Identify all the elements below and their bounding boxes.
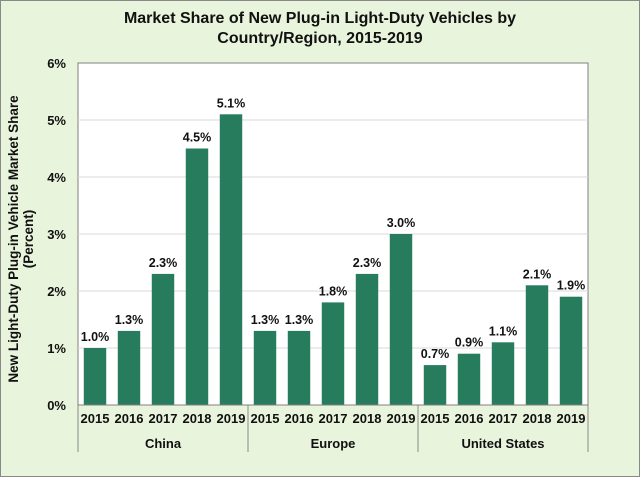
y-tick-label: 5% xyxy=(47,113,66,128)
bar xyxy=(287,330,311,405)
data-label: 4.5% xyxy=(183,131,212,145)
x-tick-label: 2019 xyxy=(217,411,246,426)
chart-title: Market Share of New Plug-in Light-Duty V… xyxy=(0,9,640,49)
bar xyxy=(253,330,277,405)
data-label: 2.3% xyxy=(353,256,382,270)
bar xyxy=(457,353,481,405)
data-label: 1.3% xyxy=(115,313,144,327)
bar xyxy=(151,273,175,405)
y-tick-label: 0% xyxy=(47,398,66,413)
group-label: United States xyxy=(461,436,544,451)
bar xyxy=(117,330,141,405)
x-tick-label: 2017 xyxy=(149,411,178,426)
data-label: 2.1% xyxy=(523,267,552,281)
x-tick-label: 2015 xyxy=(421,411,450,426)
x-tick-label: 2018 xyxy=(523,411,552,426)
bar xyxy=(83,348,107,405)
y-tick-label: 3% xyxy=(47,227,66,242)
group-label: Europe xyxy=(311,436,356,451)
bar xyxy=(491,342,515,405)
data-label: 1.3% xyxy=(285,313,314,327)
x-tick-label: 2015 xyxy=(251,411,280,426)
group-label: China xyxy=(145,436,182,451)
bar xyxy=(389,234,413,405)
bar xyxy=(559,296,583,405)
data-label: 1.8% xyxy=(319,284,348,298)
data-label: 1.1% xyxy=(489,324,518,338)
data-label: 2.3% xyxy=(149,256,178,270)
data-label: 5.1% xyxy=(217,96,246,110)
x-tick-label: 2018 xyxy=(353,411,382,426)
bar xyxy=(185,148,209,405)
x-tick-label: 2016 xyxy=(455,411,484,426)
bar xyxy=(423,365,447,405)
chart-title-line-2: Country/Region, 2015-2019 xyxy=(217,30,423,47)
x-tick-label: 2017 xyxy=(319,411,348,426)
bar xyxy=(321,302,345,405)
x-tick-label: 2015 xyxy=(81,411,110,426)
y-tick-label: 2% xyxy=(47,284,66,299)
data-label: 1.0% xyxy=(81,330,110,344)
x-tick-label: 2016 xyxy=(115,411,144,426)
bar xyxy=(525,285,549,405)
y-tick-label: 1% xyxy=(47,341,66,356)
chart-title-line-1: Market Share of New Plug-in Light-Duty V… xyxy=(123,10,517,27)
bar xyxy=(219,114,243,406)
x-tick-label: 2018 xyxy=(183,411,212,426)
x-tick-label: 2019 xyxy=(387,411,416,426)
x-tick-label: 2016 xyxy=(285,411,314,426)
data-label: 0.7% xyxy=(421,347,450,361)
y-tick-label: 4% xyxy=(47,170,66,185)
data-label: 1.9% xyxy=(557,279,586,293)
x-tick-label: 2017 xyxy=(489,411,518,426)
x-tick-label: 2019 xyxy=(557,411,586,426)
y-tick-label: 6% xyxy=(47,56,66,71)
data-label: 3.0% xyxy=(387,216,416,230)
data-label: 0.9% xyxy=(455,336,484,350)
data-label: 1.3% xyxy=(251,313,280,327)
bar xyxy=(355,273,379,405)
